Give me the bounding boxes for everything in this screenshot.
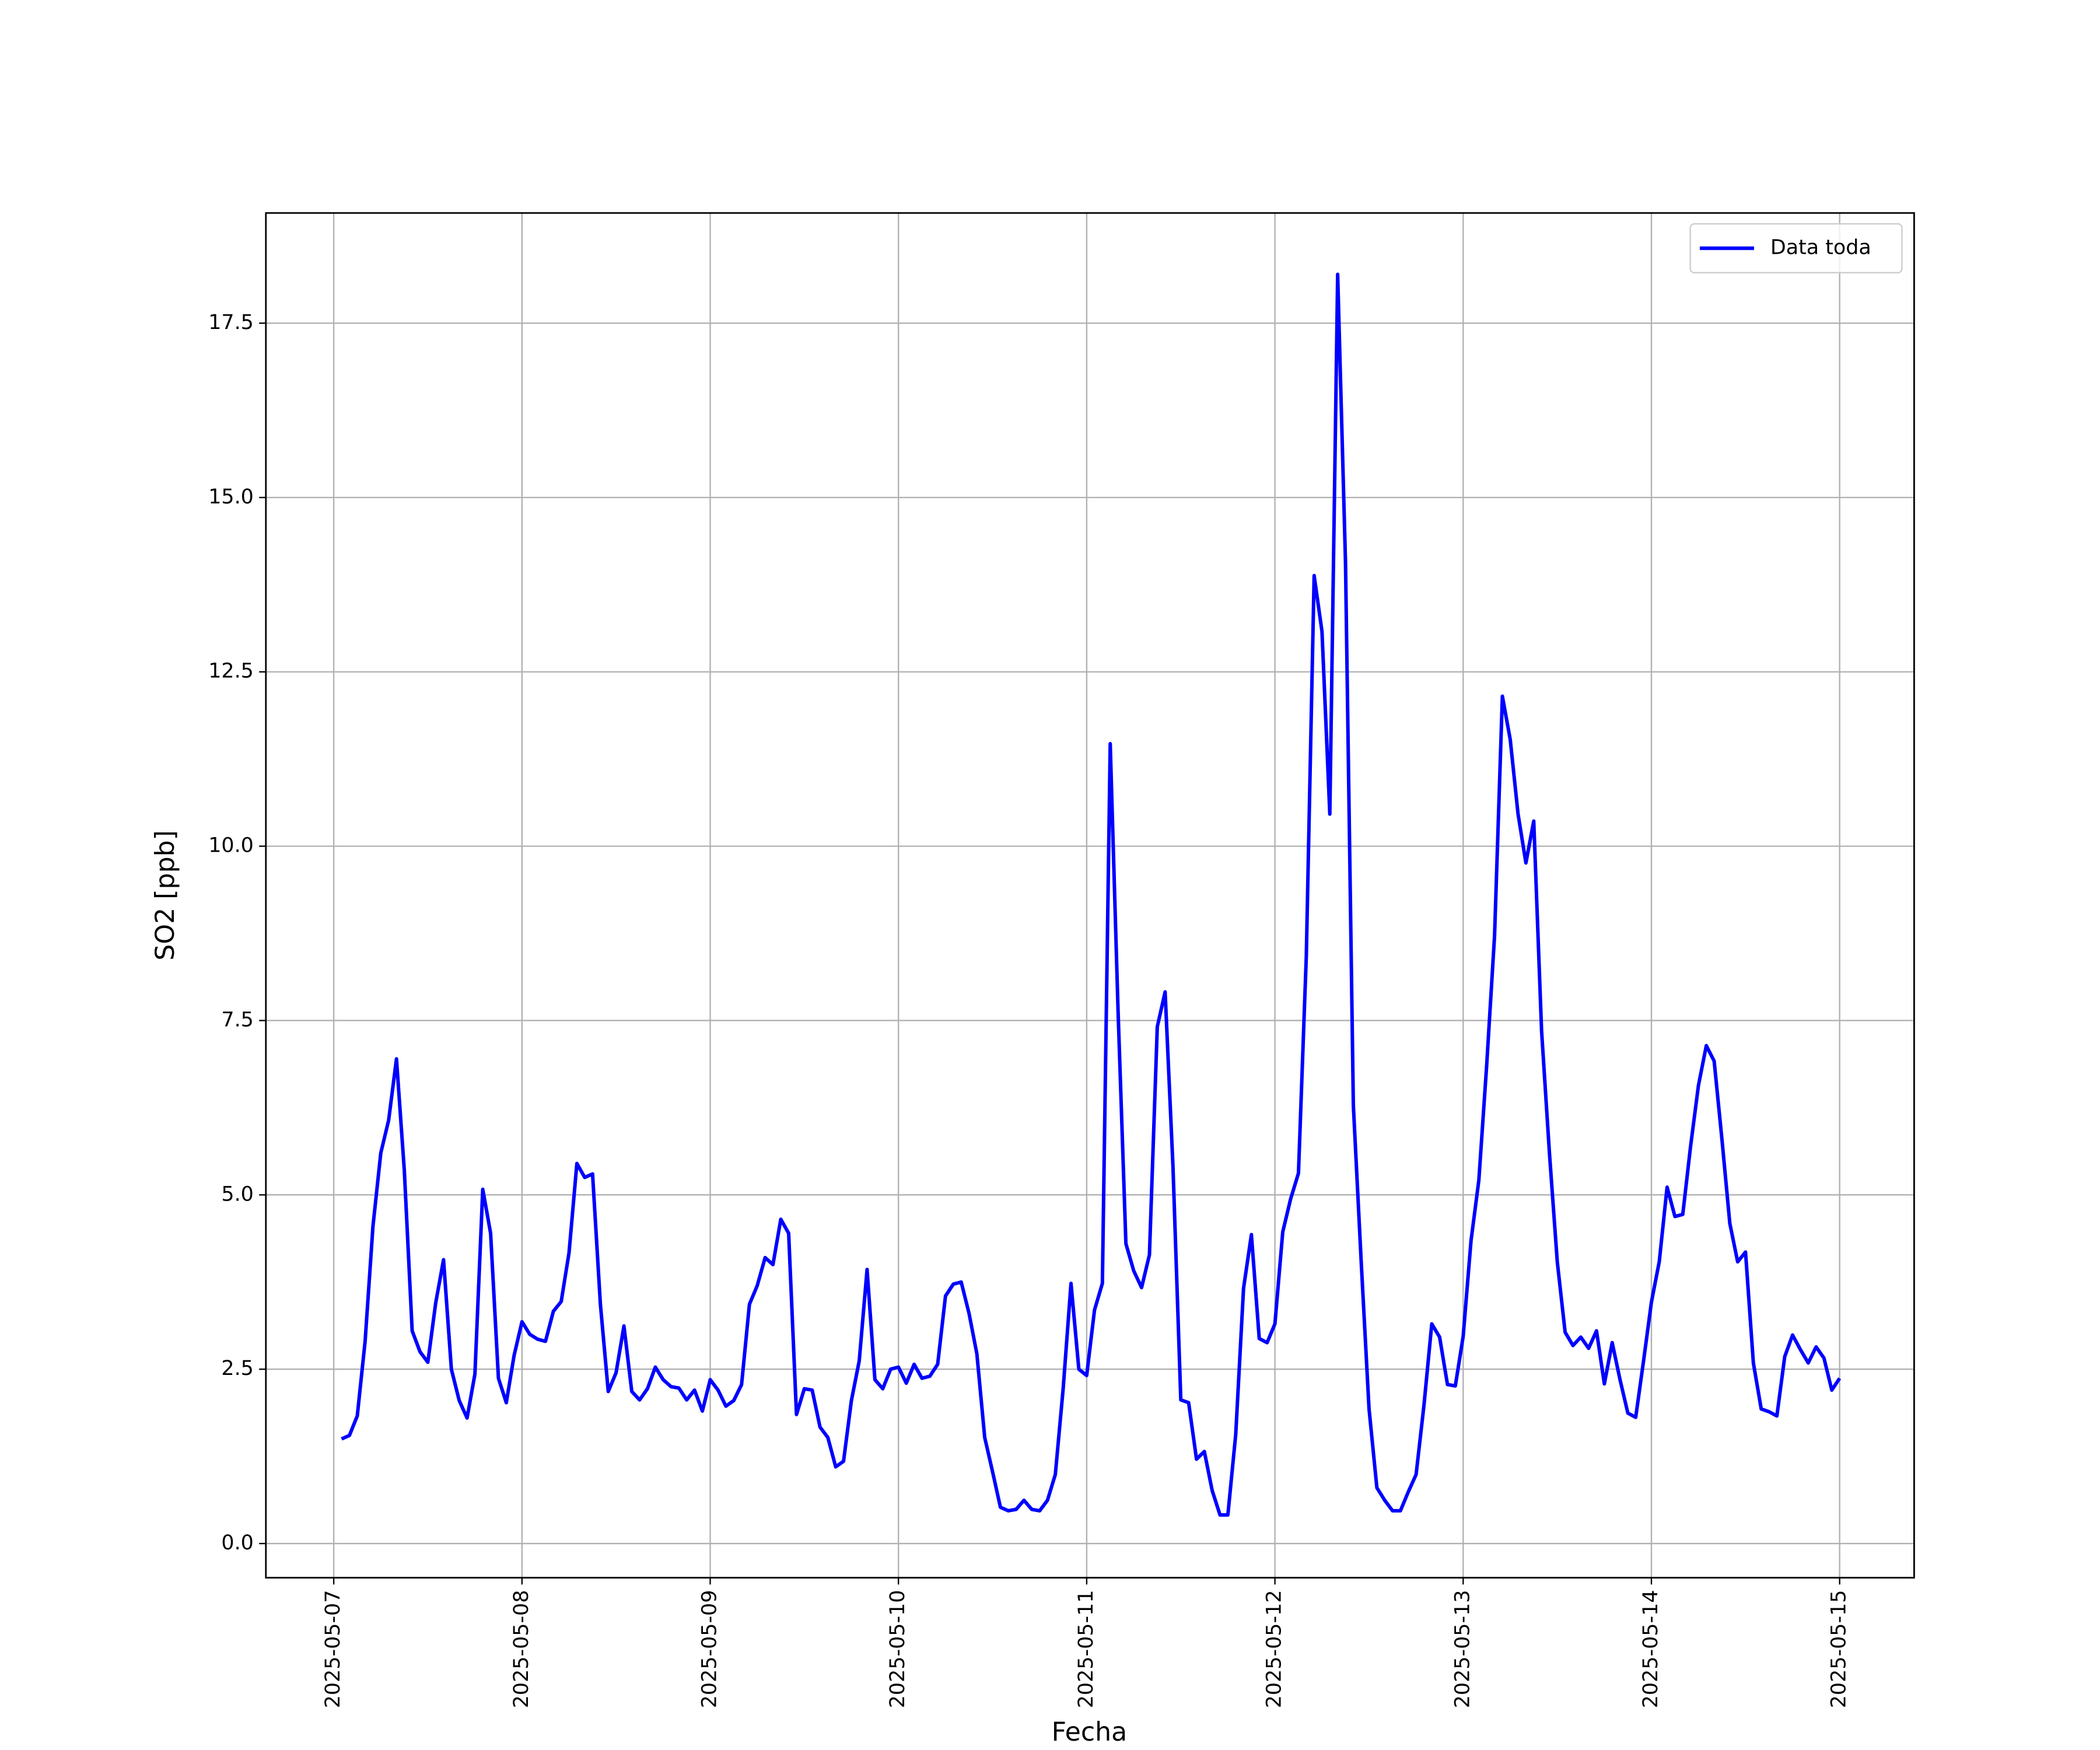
grid-layer [265, 213, 1915, 1578]
legend-label: Data toda [1770, 236, 1871, 260]
y-tick-label: 17.5 [208, 311, 254, 334]
x-tick-label: 2025-05-13 [1451, 1590, 1474, 1709]
legend-box [1689, 223, 1903, 274]
x-tick-label: 2025-05-15 [1828, 1590, 1851, 1709]
y-tick-label: 15.0 [208, 485, 254, 509]
legend: Data toda [1689, 223, 1903, 274]
y-axis-label: SO2 [ppb] [150, 830, 180, 961]
y-tick-label: 5.0 [221, 1182, 253, 1206]
y-tick-label: 12.5 [208, 660, 254, 683]
x-tick-label: 2025-05-11 [1074, 1590, 1098, 1709]
x-tick-label: 2025-05-09 [698, 1590, 722, 1709]
y-tick-label: 7.5 [221, 1008, 253, 1031]
x-tick-label: 2025-05-08 [510, 1590, 533, 1709]
x-tick-label: 2025-05-07 [321, 1590, 345, 1709]
y-tick-label: 0.0 [221, 1531, 253, 1555]
x-tick-label: 2025-05-14 [1639, 1590, 1662, 1709]
plot-layer [341, 272, 1842, 1517]
data-line [341, 272, 1842, 1517]
x-axis-label: Fecha [1052, 1717, 1128, 1747]
tick-layer: 0.0 2.5 5.0 7.5 10.0 12.5 15.0 17.5 2025-05-07 20… [208, 311, 1850, 1708]
x-tick-label: 2025-05-12 [1263, 1590, 1286, 1709]
y-tick-label: 10.0 [208, 834, 254, 858]
axes-frame [265, 212, 1915, 1579]
x-tick-label: 2025-05-10 [886, 1590, 909, 1709]
y-tick-label: 2.5 [221, 1357, 253, 1380]
